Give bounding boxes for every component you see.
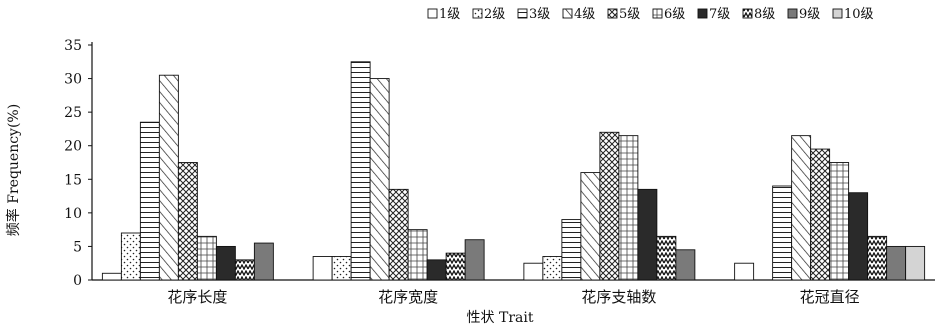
legend-swatch: [832, 8, 843, 19]
x-axis-label: 性状 Trait: [467, 310, 534, 326]
legend-swatch: [427, 8, 438, 19]
bar: [810, 148, 831, 281]
legend-swatch: [517, 8, 528, 19]
bar: [905, 245, 926, 281]
bar: [407, 229, 428, 281]
bar: [369, 78, 390, 281]
legend: 1级 2级 3级 4级 5级 6级 7级 8级 9级 10级: [427, 7, 874, 22]
tick-labels: 0 5 10 15 20 25 30 35: [64, 38, 82, 289]
legend-swatch: [697, 8, 708, 19]
y-tick-label: 35: [64, 38, 82, 54]
y-tick-label: 25: [64, 105, 82, 121]
legend-label: 2级: [484, 7, 505, 22]
bar: [561, 219, 582, 281]
bar: [886, 245, 907, 281]
legend-swatch: [607, 8, 618, 19]
category-label: 花冠直径: [800, 288, 860, 306]
y-tick-label: 10: [64, 206, 82, 222]
y-tick-label: 30: [64, 72, 82, 88]
legend-swatch: [562, 8, 573, 19]
bar: [350, 61, 371, 281]
bar: [120, 232, 141, 281]
y-axis-label: 频率 Frequency(%): [5, 104, 22, 236]
bars: [101, 61, 926, 281]
bar: [637, 188, 658, 281]
bar: [426, 259, 447, 281]
bar: [867, 235, 888, 281]
bar: [656, 235, 677, 281]
legend-label: 4级: [574, 7, 595, 22]
bar: [542, 256, 563, 281]
bar: [158, 74, 179, 281]
category-label: 花序宽度: [378, 288, 438, 306]
bar: [675, 249, 696, 281]
legend-label: 7级: [709, 7, 730, 22]
bar: [312, 256, 333, 281]
category-label: 花序支轴数: [581, 288, 656, 306]
bar: [215, 245, 236, 281]
bar: [388, 188, 409, 281]
bar: [848, 192, 869, 281]
legend-label: 3级: [529, 7, 550, 22]
bar: [791, 135, 812, 281]
y-tick-label: 15: [64, 172, 82, 188]
legend-label: 6级: [664, 7, 685, 22]
category-labels: 花序长度 花序宽度 花序支轴数 花冠直径: [167, 288, 859, 306]
y-tick-label: 20: [64, 139, 82, 155]
bar: [234, 259, 255, 281]
legend-swatch: [787, 8, 798, 19]
bar: [829, 162, 850, 281]
bar: [177, 162, 198, 281]
category-label: 花序长度: [167, 288, 227, 306]
legend-label: 1级: [439, 7, 460, 22]
bar: [618, 135, 639, 281]
legend-swatch: [652, 8, 663, 19]
y-tick-label: 0: [73, 273, 82, 289]
bar: [734, 262, 755, 281]
legend-swatch: [472, 8, 483, 19]
bar: [772, 185, 793, 281]
bar: [139, 121, 160, 281]
bar: [464, 239, 485, 281]
bar: [599, 131, 620, 281]
legend-label: 9级: [799, 7, 820, 22]
legend-swatch: [742, 8, 753, 19]
bar: [331, 256, 352, 281]
bar: [580, 172, 601, 281]
bar: [101, 272, 122, 281]
legend-label: 8级: [754, 7, 775, 22]
bar: [445, 252, 466, 281]
legend-label: 10级: [844, 7, 874, 22]
bar: [253, 242, 274, 281]
legend-label: 5级: [619, 7, 640, 22]
bar: [196, 235, 217, 281]
bar: [523, 262, 544, 281]
y-tick-label: 5: [73, 239, 82, 255]
